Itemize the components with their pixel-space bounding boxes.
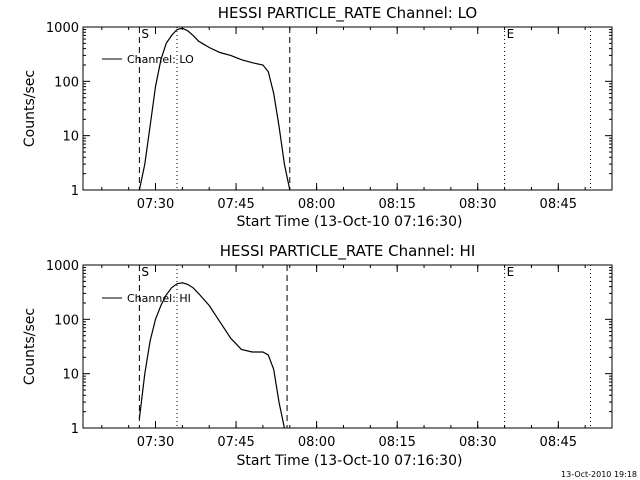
chart-panel-lo: HESSI PARTICLE_RATE Channel: LO 1 10 100 100…: [22, 4, 613, 230]
y-tick-label: 1: [71, 184, 79, 199]
time-marker-label: S: [141, 27, 149, 41]
series-line-lo: [138, 27, 291, 191]
x-tick-label: 08:15: [378, 435, 415, 450]
y-tick-label: 1000: [46, 259, 79, 274]
y-tick-label: 10: [62, 130, 79, 145]
chart-title: HESSI PARTICLE_RATE Channel: HI: [220, 242, 476, 261]
x-axis-label: Start Time (13-Oct-10 07:16:30): [237, 453, 463, 469]
y-axis-label: Counts/sec: [22, 308, 38, 385]
plot-frame: [82, 26, 613, 191]
x-tick-label: 07:45: [217, 435, 254, 450]
x-tick-label: 08:45: [540, 197, 577, 212]
time-marker-label: E: [507, 265, 515, 279]
chart-panel-hi: HESSI PARTICLE_RATE Channel: HI 1 10 100 100…: [22, 242, 613, 469]
time-marker-label: S: [141, 265, 149, 279]
x-tick-label: 07:45: [217, 197, 254, 212]
series-line-hi: [138, 282, 285, 429]
plot-frame: [82, 264, 613, 429]
chart-title: HESSI PARTICLE_RATE Channel: LO: [218, 4, 477, 23]
x-tick-label: 08:00: [298, 197, 335, 212]
y-tick-label: 1000: [46, 21, 79, 36]
time-marker-label: E: [507, 27, 515, 41]
x-tick-label: 08:30: [459, 435, 496, 450]
legend-label: Channel: LO: [127, 53, 194, 66]
x-tick-label: 08:30: [459, 197, 496, 212]
x-tick-label: 07:30: [137, 197, 174, 212]
y-axis-label: Counts/sec: [22, 70, 38, 147]
x-tick-label: 08:00: [298, 435, 335, 450]
y-tick-label: 100: [54, 313, 79, 328]
y-tick-label: 10: [62, 368, 79, 383]
x-axis-label: Start Time (13-Oct-10 07:16:30): [237, 214, 463, 230]
x-tick-label: 07:30: [137, 435, 174, 450]
footer-timestamp: 13-Oct-2010 19:18: [561, 470, 637, 479]
y-tick-label: 100: [54, 75, 79, 90]
x-tick-label: 08:15: [378, 197, 415, 212]
x-tick-label: 08:45: [540, 435, 577, 450]
legend-label: Channel: HI: [127, 292, 191, 305]
y-tick-label: 1: [71, 422, 79, 437]
